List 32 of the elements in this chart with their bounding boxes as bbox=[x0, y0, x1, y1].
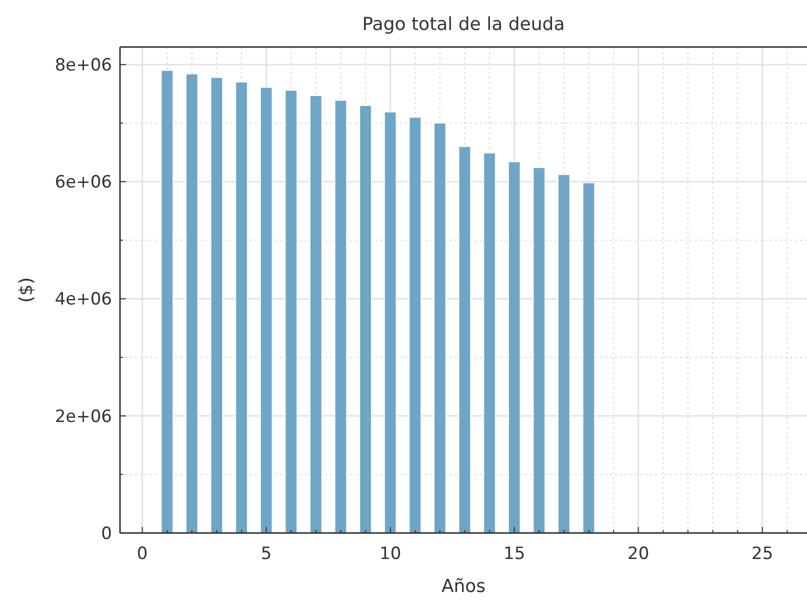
bar bbox=[284, 90, 298, 534]
x-tick-label: 15 bbox=[504, 544, 526, 564]
bar bbox=[334, 100, 347, 534]
y-tick-label: 2e+06 bbox=[54, 406, 112, 427]
bar bbox=[384, 112, 397, 534]
bar bbox=[434, 122, 446, 534]
bar bbox=[310, 95, 322, 534]
bar bbox=[359, 105, 372, 534]
y-axis-title: ($) bbox=[16, 277, 37, 303]
chart-title: Pago total de la deuda bbox=[362, 14, 565, 35]
x-axis-title: Años bbox=[441, 576, 486, 597]
bar bbox=[483, 152, 496, 534]
bar bbox=[210, 77, 223, 534]
y-tick-label: 8e+06 bbox=[54, 56, 112, 76]
bar bbox=[235, 82, 248, 534]
x-tick-label: 10 bbox=[380, 544, 402, 564]
bar bbox=[186, 74, 198, 534]
bar bbox=[558, 174, 570, 534]
bar bbox=[508, 161, 521, 534]
bar bbox=[408, 116, 422, 534]
bar bbox=[260, 87, 273, 534]
bar bbox=[160, 70, 174, 534]
x-tick-label: 0 bbox=[136, 544, 148, 564]
bar bbox=[532, 167, 546, 534]
bar bbox=[458, 146, 471, 534]
y-tick-label: 6e+06 bbox=[54, 172, 112, 193]
y-tick-label: 4e+06 bbox=[54, 290, 112, 310]
x-tick-label: 5 bbox=[260, 544, 272, 564]
x-tick-label: 25 bbox=[752, 544, 774, 564]
y-tick-label: 0 bbox=[101, 524, 112, 544]
bar bbox=[582, 182, 595, 534]
x-tick-label: 20 bbox=[628, 544, 650, 564]
